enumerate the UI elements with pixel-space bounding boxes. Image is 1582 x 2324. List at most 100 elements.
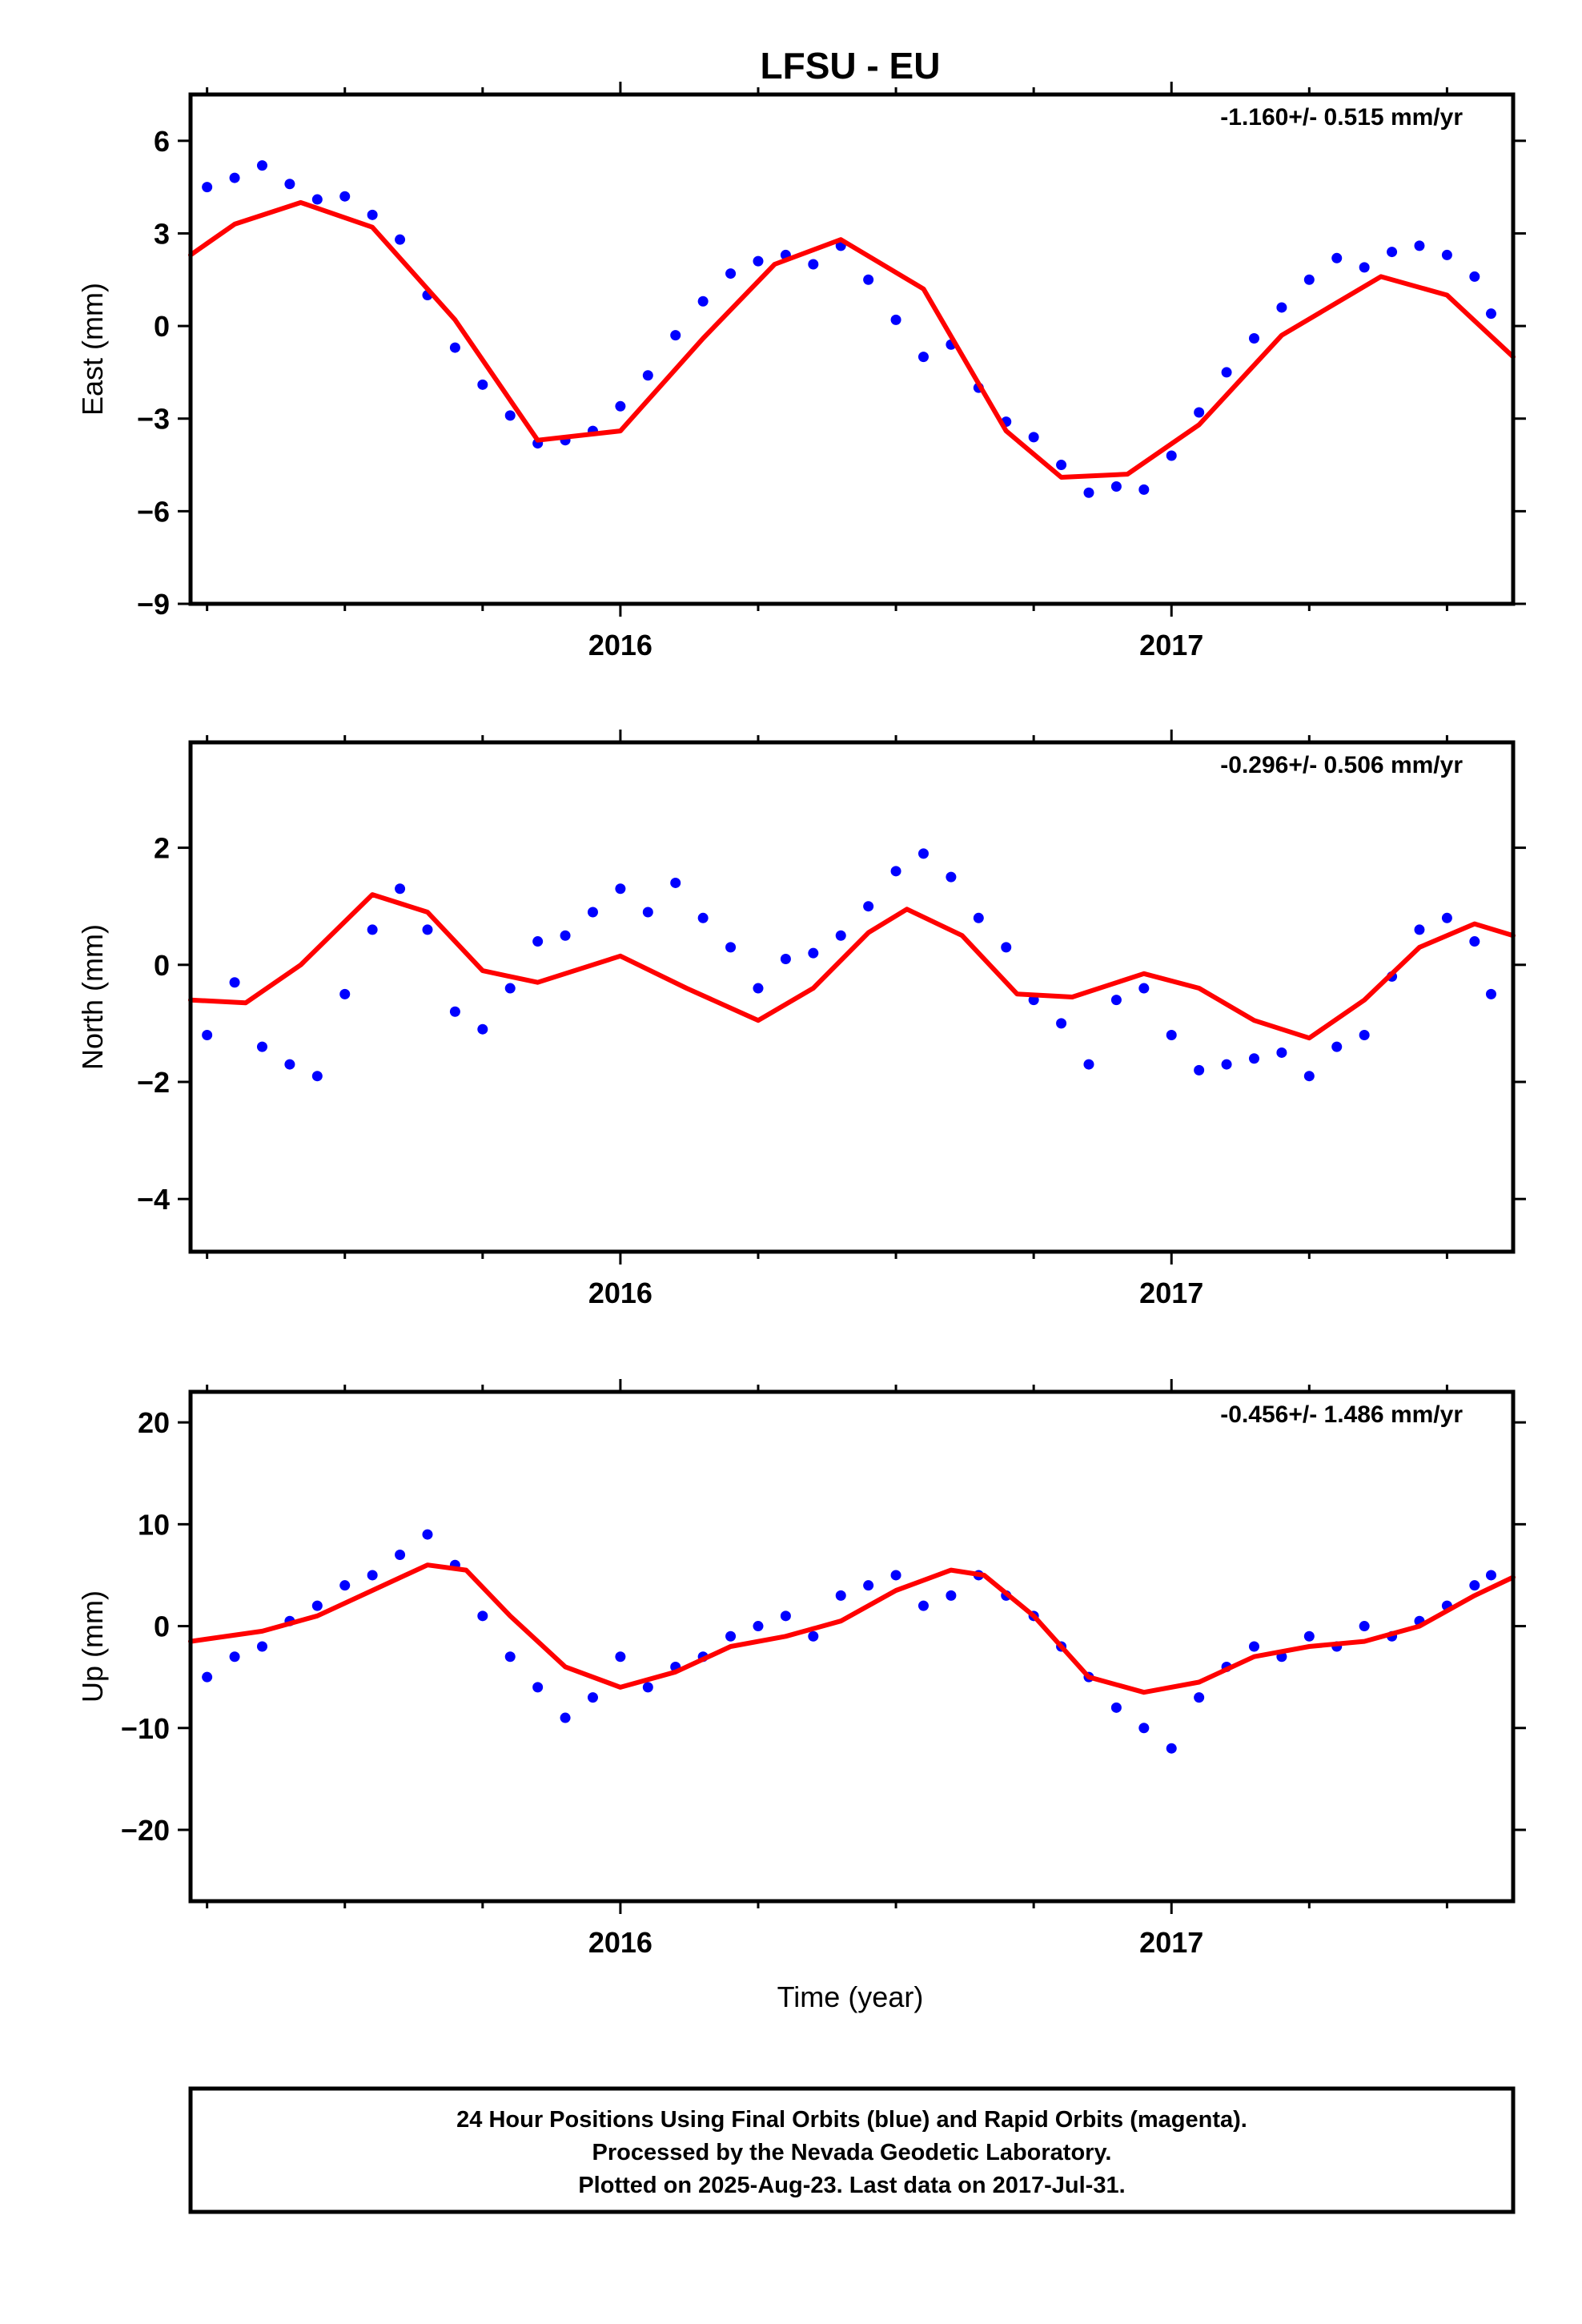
x-tick-label: 2016 [588,1926,652,1959]
data-point [1221,1059,1232,1070]
y-tick-label: 10 [138,1508,170,1541]
footer-line-3: Plotted on 2025-Aug-23. Last data on 201… [578,2173,1125,2198]
y-tick-label: −2 [137,1066,170,1099]
data-point [1110,1702,1122,1713]
y-tick-label: −20 [121,1814,170,1847]
data-point [917,1600,929,1611]
data-point [587,907,598,918]
data-point [835,930,846,941]
data-point [1248,1053,1259,1064]
data-point [1485,1570,1496,1581]
data-point [808,1630,819,1642]
plot-frame [188,1389,1516,1904]
data-point [1469,271,1480,282]
data-point [587,1692,598,1703]
figure-title: LFSU - EU [761,45,941,86]
data-point [1083,1059,1094,1070]
x-axis-label: Time (year) [777,1980,924,2013]
data-point [642,907,653,918]
data-point [1414,924,1425,935]
fit-curve [188,892,1516,1041]
data-point [202,1671,213,1683]
data-point [1083,487,1094,498]
data-point [504,983,516,994]
data-point [339,1580,351,1591]
data-point [367,1570,378,1581]
data-point [697,296,709,307]
y-tick-label: 0 [154,310,170,343]
data-point [395,1550,406,1561]
data-point [284,179,295,190]
up-panel: 2016 2017 20 10 0 −10 −20 Up (mm) -0.456+/- 1.48… [76,1379,1526,1959]
y-tick-label: 6 [154,125,170,158]
y-axis-label: North (mm) [76,924,109,1070]
x-tick-label: 2017 [1139,1277,1203,1309]
y-tick-label: −4 [137,1183,170,1216]
rate-label: -1.160+/- 0.515 mm/yr [1220,104,1463,131]
data-point [753,983,764,994]
data-point [1359,262,1370,273]
data-point [367,209,378,220]
data-point [229,977,240,988]
y-axis-label: East (mm) [76,283,109,416]
footer-line-2: Processed by the Nevada Geodetic Laborat… [592,2140,1112,2165]
data-point [560,930,571,941]
data-point [229,1651,240,1663]
y-tick-label: 3 [154,217,170,250]
data-point [697,912,709,923]
data-point [339,191,351,202]
data-point [1001,942,1012,953]
data-point [449,1006,460,1017]
data-point [202,182,213,193]
data-point [1485,308,1496,320]
data-point [284,1059,295,1070]
data-point [256,160,267,171]
data-point [808,259,819,270]
y-tick-label: −9 [137,588,170,621]
data-point [477,1023,488,1035]
data-point [1331,1041,1343,1052]
data-point [311,1071,323,1082]
data-point [422,1529,433,1540]
data-point [1194,1064,1205,1076]
data-point [1359,1621,1370,1632]
north-panel: 2016 2017 2 0 −2 −4 North (mm) -0.296+/- 0.506 … [76,730,1526,1309]
data-point [256,1641,267,1652]
data-point [532,936,544,947]
data-point [642,1682,653,1693]
data-point [532,1682,544,1693]
data-point [946,1590,957,1601]
data-point [1194,1692,1205,1703]
data-point [311,194,323,205]
data-point [1387,247,1398,258]
data-point [1303,1630,1315,1642]
data-point [1303,274,1315,285]
y-tick-label: −6 [137,495,170,528]
data-point [1303,1071,1315,1082]
data-point [422,924,433,935]
data-point [1166,1743,1177,1754]
data-point [917,352,929,363]
data-point [946,871,957,883]
data-point [1138,1723,1150,1734]
fit-curve [188,199,1516,480]
data-point [1056,1018,1067,1029]
data-point [780,953,791,964]
x-tick-label: 2017 [1139,629,1203,661]
data-point [477,379,488,390]
y-tick-label: 0 [154,1610,170,1643]
data-point [1469,1580,1480,1591]
east-panel: 2016 2017 6 3 0 −3 −6 −9 East (mm) -1.160+/- 0.51… [76,82,1526,661]
data-point [890,314,901,325]
data-point [395,883,406,895]
y-tick-label: 20 [138,1406,170,1439]
data-point [753,255,764,267]
data-point [1138,484,1150,495]
data-point [339,988,351,999]
data-point [1414,240,1425,251]
data-point [725,1630,737,1642]
data-point [753,1621,764,1632]
data-point [1221,367,1232,378]
data-point [615,400,626,412]
